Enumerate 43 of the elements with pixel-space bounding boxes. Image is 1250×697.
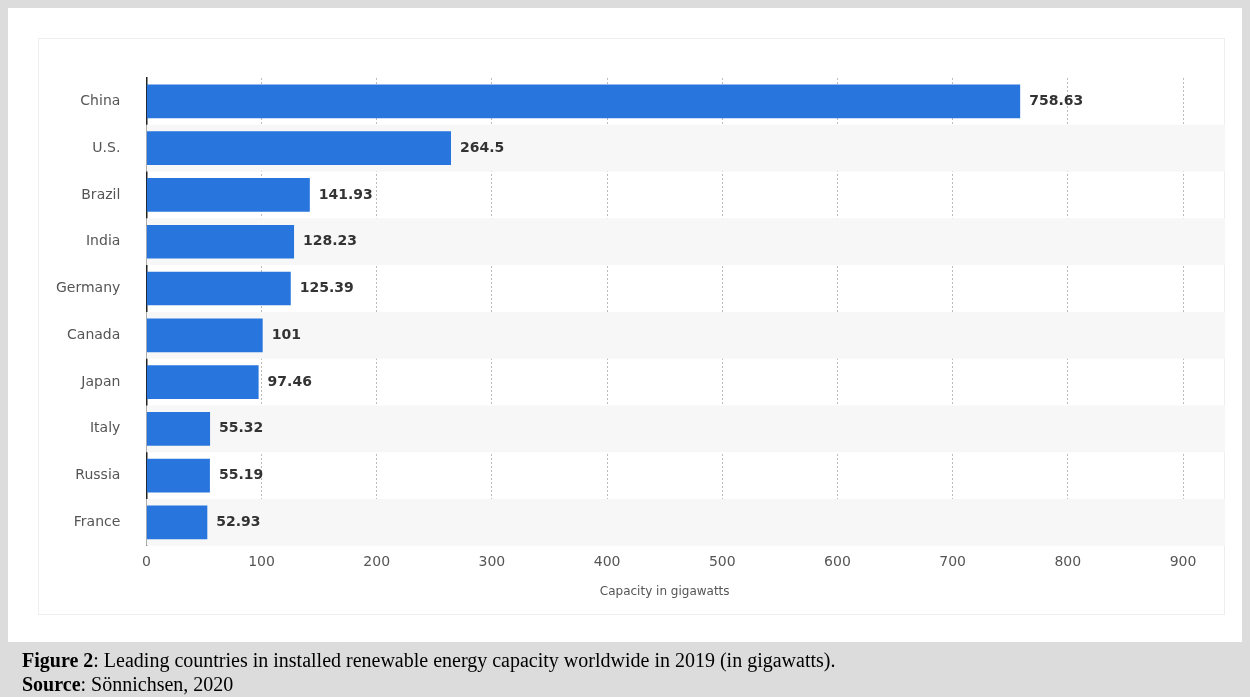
y-tick-label: China (80, 92, 121, 109)
data-label: 141.93 (318, 185, 373, 202)
data-label: 97.46 (267, 372, 312, 389)
y-tick-label: India (85, 232, 121, 249)
data-label: 101 (271, 325, 301, 342)
bar (146, 365, 259, 399)
bar (146, 458, 210, 493)
y-tick-label: U.S. (92, 138, 121, 155)
y-tick-label: France (73, 513, 121, 530)
x-tick-label: 200 (363, 552, 391, 569)
x-tick-label: 500 (708, 552, 736, 569)
data-label: 125.39 (299, 279, 354, 296)
x-tick-label: 600 (824, 552, 851, 569)
data-label: 55.32 (219, 419, 264, 436)
bar (146, 224, 295, 259)
data-label: 52.93 (216, 513, 261, 530)
y-tick-label: Russia (75, 466, 121, 483)
x-tick-label: 700 (939, 552, 966, 569)
x-tick-label: 300 (478, 552, 506, 569)
x-tick-label: 400 (593, 552, 621, 569)
bar (146, 318, 263, 353)
data-label: 758.63 (1029, 92, 1084, 109)
bar (146, 84, 1021, 119)
x-tick-label: 900 (1169, 552, 1197, 569)
bar (146, 412, 211, 446)
caption: Figure 2: Leading countries in installed renewable energy capacity worldwide in 2019 (in gigawatts). (22, 648, 836, 672)
source-note: Source: Sönnichsen, 2020 (22, 672, 235, 696)
data-label: 55.19 (218, 466, 264, 483)
y-tick-label: Italy (89, 419, 121, 436)
y-tick-label: Germany (55, 279, 121, 296)
x-tick-label: 0 (141, 552, 151, 569)
y-tick-label: Canada (67, 325, 121, 342)
data-label: 128.23 (303, 232, 358, 249)
x-tick-label: 800 (1054, 552, 1082, 569)
bar (146, 178, 310, 212)
bar (146, 131, 452, 166)
y-tick-label: Japan (80, 372, 121, 389)
bar (146, 271, 291, 306)
x-axis-title: Capacity in gigawatts (599, 583, 730, 598)
data-label: 264.5 (460, 138, 505, 155)
bar (146, 505, 208, 540)
y-tick-label: Brazil (81, 185, 121, 202)
x-tick-label: 100 (248, 552, 275, 569)
